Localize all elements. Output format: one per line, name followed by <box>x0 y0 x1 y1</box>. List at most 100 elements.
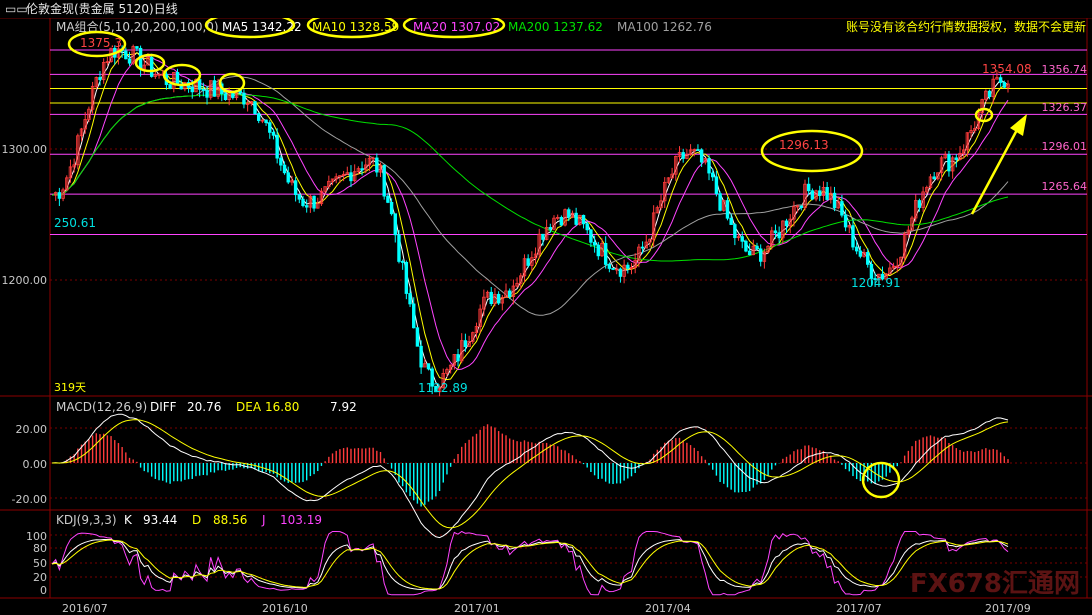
candle <box>304 199 309 213</box>
candle <box>784 218 789 234</box>
candle <box>677 146 682 163</box>
candle <box>138 45 143 77</box>
candle <box>998 74 1003 87</box>
candle <box>696 144 700 151</box>
candle <box>578 214 582 226</box>
candle <box>500 294 505 311</box>
candle <box>393 213 397 243</box>
candle <box>567 207 571 222</box>
candle <box>563 208 567 227</box>
dea-value: 16.80 <box>265 400 299 414</box>
candle <box>581 214 586 229</box>
candle <box>76 133 80 170</box>
candle <box>681 148 685 163</box>
candle <box>950 155 955 179</box>
candle <box>825 181 829 201</box>
candle <box>212 75 217 97</box>
candle <box>829 186 833 204</box>
candle <box>378 162 383 178</box>
price-tick-1200: 1200.00 <box>2 274 48 287</box>
candle <box>895 258 899 273</box>
candle <box>382 164 386 200</box>
ma20-line <box>51 55 1009 371</box>
candle <box>633 253 637 274</box>
candle <box>729 213 733 225</box>
candle <box>364 158 368 174</box>
macd-value: 7.92 <box>330 400 357 414</box>
candle <box>53 191 58 201</box>
x-label-2016-10: 2016/10 <box>262 602 308 615</box>
candle <box>965 132 970 157</box>
candle <box>474 322 479 339</box>
candle <box>371 156 375 165</box>
candle <box>637 243 641 268</box>
candle <box>773 224 778 239</box>
peak-highlight <box>760 129 864 173</box>
candle <box>286 166 290 185</box>
candle <box>688 144 693 156</box>
candle <box>555 214 560 221</box>
days-label: 319天 <box>54 381 86 394</box>
candle <box>596 241 600 260</box>
candle <box>460 333 464 364</box>
macd-tick-20: 20.00 <box>16 423 48 436</box>
candle <box>770 226 774 250</box>
candle <box>744 239 748 253</box>
candle <box>61 187 65 202</box>
kdj-tick-20: 20 <box>33 571 47 584</box>
candle <box>489 286 493 306</box>
candle <box>758 244 763 267</box>
candle <box>496 291 501 306</box>
candle <box>670 167 674 179</box>
candle <box>101 58 106 84</box>
candle <box>799 205 803 211</box>
x-label-2017-07: 2017/07 <box>836 602 882 615</box>
ma5-legend: MA5 1342.22 <box>222 20 302 34</box>
candle <box>943 151 947 160</box>
price-chart[interactable]: MA组合(5,10,20,200,100,0) MA5 1342.22 MA10… <box>0 18 1092 615</box>
kdj-tick-80: 80 <box>33 542 47 555</box>
diff-value: 20.76 <box>187 400 221 414</box>
candle <box>792 201 796 227</box>
dea-line <box>51 419 1009 529</box>
ma10-legend: MA10 1328.59 <box>312 20 399 34</box>
candle <box>79 127 84 142</box>
candle <box>205 85 209 105</box>
kdj-tick-0: 0 <box>40 584 47 597</box>
candle <box>866 248 870 268</box>
candle <box>902 231 907 263</box>
highlight-marks <box>67 18 1020 499</box>
candle <box>493 288 497 307</box>
candle <box>932 171 936 180</box>
ma10-line <box>51 52 1009 381</box>
candle <box>441 368 445 389</box>
chart-window-icon[interactable]: ▭▭ <box>5 2 28 16</box>
candle <box>430 366 434 395</box>
candle <box>747 243 752 256</box>
candle <box>257 112 261 124</box>
candle <box>201 82 206 97</box>
candle <box>90 81 95 114</box>
macd-tick-0: 0.00 <box>23 458 48 471</box>
candle <box>928 173 933 190</box>
candle <box>404 260 409 300</box>
macd-label: MACD(12,26,9) <box>56 400 147 414</box>
candle <box>659 194 663 210</box>
candle <box>847 224 851 234</box>
candle <box>840 194 844 218</box>
candle <box>437 385 442 397</box>
candle <box>312 195 316 212</box>
candle <box>925 185 929 194</box>
macd-lines <box>51 413 1009 539</box>
candle <box>832 186 837 212</box>
k-value: 93.44 <box>143 513 177 527</box>
candle <box>725 197 730 221</box>
candle <box>183 81 187 92</box>
candle <box>736 233 741 241</box>
candle <box>644 234 648 249</box>
ma200-line <box>51 94 1009 262</box>
candle <box>253 100 257 115</box>
candle <box>98 70 102 86</box>
candle <box>216 78 220 100</box>
candle <box>375 153 379 177</box>
